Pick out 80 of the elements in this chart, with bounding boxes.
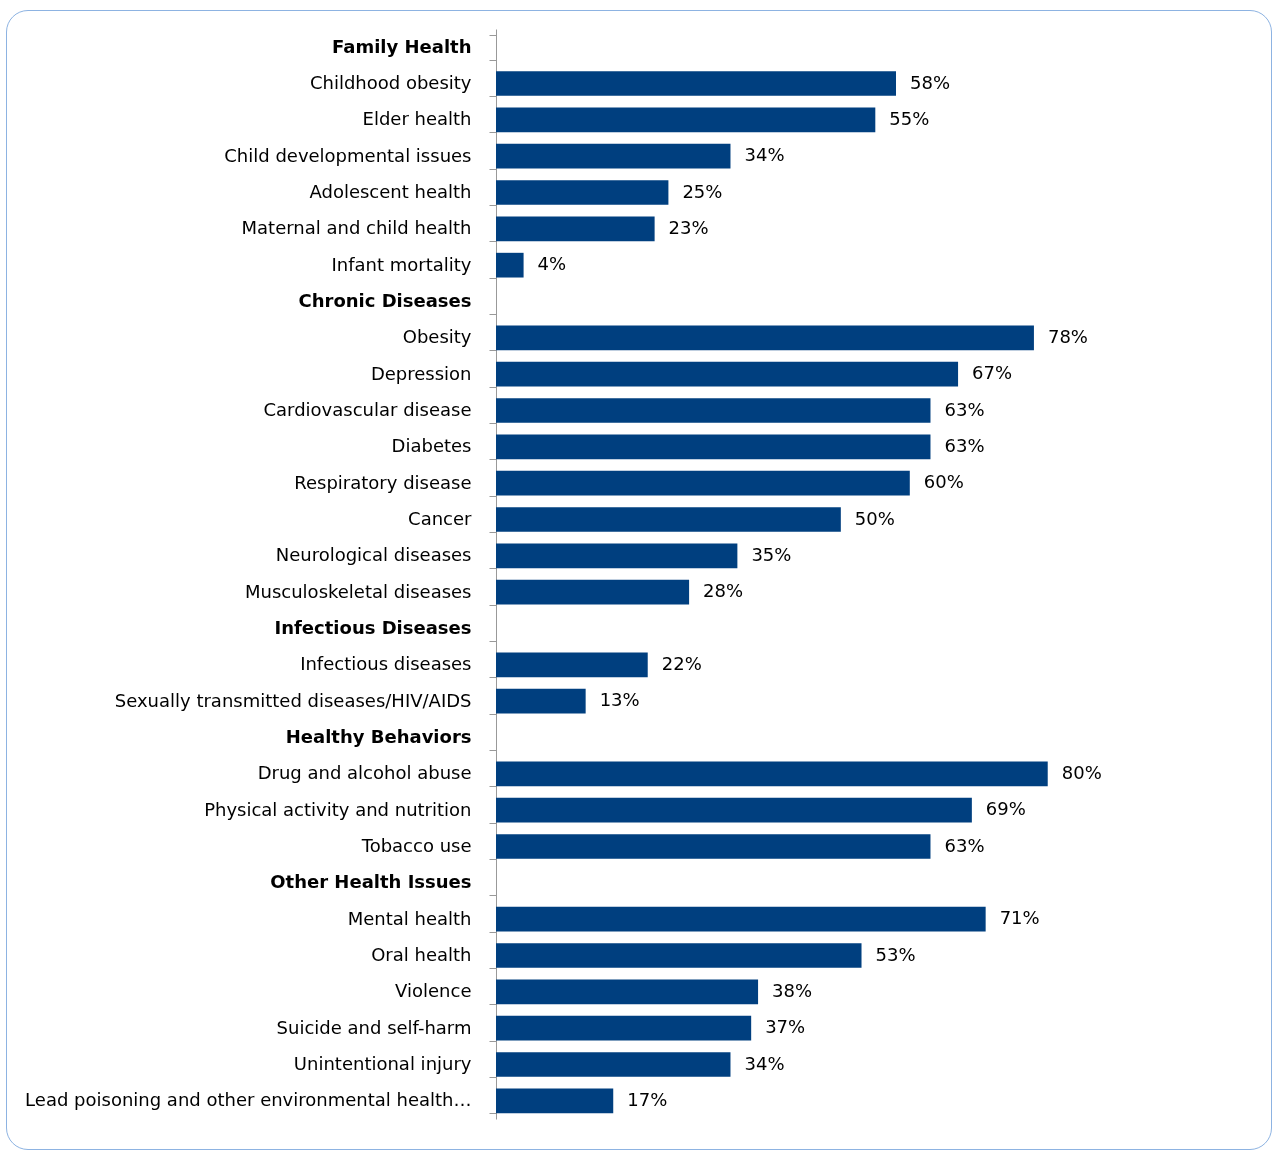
- y-tick-label: Chronic Diseases: [298, 290, 472, 311]
- y-tick-label: Healthy Behaviors: [285, 726, 472, 747]
- bar: [496, 652, 648, 678]
- data-label: 80%: [1061, 761, 1102, 783]
- y-tick-label: Physical activity and nutrition: [204, 798, 472, 820]
- data-label: 25%: [682, 180, 723, 202]
- y-tick-label: Infectious Diseases: [274, 617, 472, 638]
- bar: [496, 361, 959, 387]
- data-label: 58%: [910, 71, 951, 93]
- bar: [496, 470, 910, 496]
- bar: [496, 143, 731, 169]
- y-tick-label: Depression: [370, 362, 472, 384]
- y-tick-label: Elder health: [362, 108, 472, 130]
- data-label: 63%: [944, 434, 985, 456]
- y-tick-label: Neurological diseases: [275, 544, 472, 566]
- bar: [496, 325, 1034, 351]
- bar: [496, 761, 1048, 787]
- y-tick-label: Suicide and self-harm: [276, 1016, 472, 1038]
- data-label: 37%: [765, 1016, 806, 1038]
- data-label: 22%: [661, 652, 702, 674]
- data-label: 28%: [703, 580, 744, 602]
- y-tick-label: Obesity: [402, 326, 472, 348]
- data-label: 69%: [985, 798, 1026, 820]
- bar: [496, 1052, 731, 1077]
- y-tick-label: Unintentional injury: [293, 1053, 472, 1074]
- bar: [496, 688, 586, 714]
- y-tick-label: Maternal and child health: [241, 217, 472, 239]
- bar: [496, 398, 931, 423]
- y-tick-label: Drug and alcohol abuse: [257, 762, 472, 784]
- data-label: 13%: [599, 689, 640, 711]
- bar: [496, 1015, 752, 1041]
- y-tick-label: Sexually transmitted diseases/HIV/AIDS: [114, 689, 472, 711]
- y-tick-label: Infectious diseases: [300, 653, 472, 675]
- y-tick-label: Respiratory disease: [294, 471, 472, 493]
- bar: [496, 906, 986, 932]
- data-label: 38%: [772, 979, 813, 1001]
- y-tick-label: Lead poisoning and other environmental health…: [25, 1089, 472, 1111]
- y-tick-label: Musculoskeletal diseases: [245, 580, 472, 602]
- y-tick-label: Violence: [395, 980, 472, 1002]
- bar: [496, 579, 690, 605]
- y-tick-label: Mental health: [347, 907, 472, 929]
- data-label: 35%: [751, 543, 792, 565]
- data-label: 71%: [999, 907, 1040, 929]
- y-tick-label: Oral health: [371, 944, 472, 965]
- y-tick-label: Family Health: [332, 35, 472, 57]
- y-tick-label: Child developmental issues: [224, 144, 472, 166]
- y-tick-label: Other Health Issues: [270, 871, 472, 893]
- data-label: 60%: [923, 471, 964, 493]
- data-label: 63%: [944, 398, 985, 420]
- data-label: 34%: [744, 1052, 785, 1074]
- bar: [496, 216, 655, 242]
- y-tick-label: Cancer: [408, 508, 473, 529]
- data-label: 63%: [944, 834, 985, 856]
- bar: [496, 943, 862, 968]
- bar: [496, 543, 738, 569]
- bar: [496, 180, 669, 205]
- y-tick-label: Tobacco use: [360, 835, 472, 856]
- y-tick-label: Childhood obesity: [309, 72, 472, 93]
- data-label: 67%: [972, 362, 1013, 384]
- y-tick-label: Cardiovascular disease: [263, 399, 472, 420]
- data-label: 53%: [875, 943, 916, 965]
- bar: [496, 252, 524, 278]
- data-label: 17%: [627, 1088, 668, 1110]
- bar: [496, 507, 841, 532]
- bar: [496, 71, 896, 96]
- data-label: 55%: [889, 107, 930, 129]
- data-label: 50%: [854, 507, 895, 529]
- data-label: 23%: [668, 216, 709, 238]
- bar: [496, 1088, 614, 1114]
- bar: [496, 834, 931, 859]
- y-tick-label: Infant mortality: [331, 253, 472, 275]
- y-tick-label: Adolescent health: [309, 181, 472, 202]
- bar: [496, 797, 972, 823]
- data-label: 4%: [537, 253, 567, 275]
- data-label: 34%: [744, 144, 785, 166]
- bar: [496, 434, 931, 460]
- y-tick-label: Diabetes: [391, 435, 472, 457]
- data-label: 78%: [1047, 325, 1088, 347]
- bar: [496, 979, 759, 1005]
- bar: [496, 107, 876, 133]
